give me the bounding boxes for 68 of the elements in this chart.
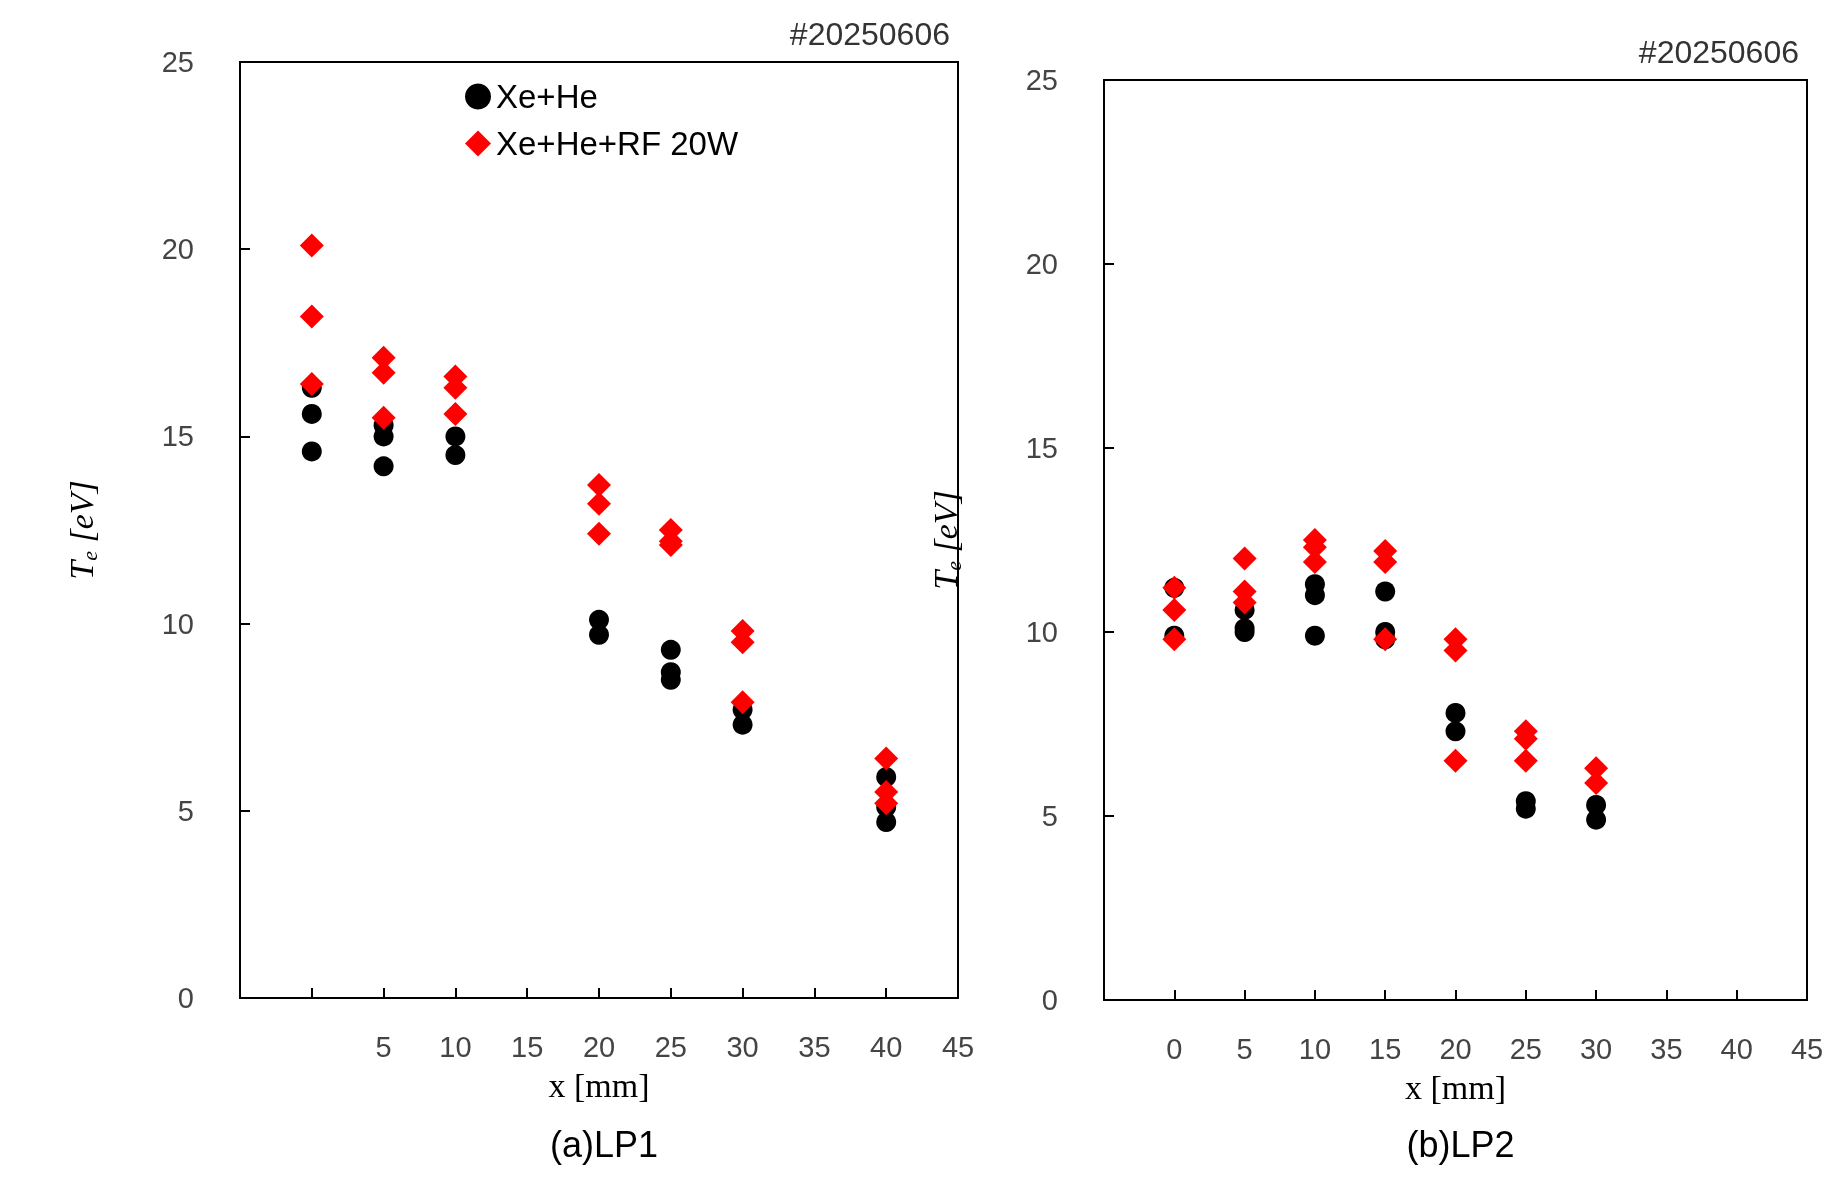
y-axis-title: Te [eV]	[62, 480, 102, 580]
point	[1445, 702, 1466, 723]
x-tick-label: 40	[870, 1030, 903, 1063]
x-axis-title: x [mm]	[548, 1066, 650, 1104]
point	[1375, 581, 1396, 602]
point	[443, 401, 468, 426]
x-tick-label: 30	[1579, 1032, 1613, 1065]
legend-label: Xe+He	[496, 78, 598, 115]
y-tick-label: 0	[177, 982, 194, 1014]
y-tick-label: 10	[161, 607, 194, 640]
y-tick-label: 5	[177, 794, 194, 827]
x-tick-label: 0	[1166, 1032, 1183, 1065]
point	[1513, 748, 1538, 773]
y-tick-label: 10	[1025, 616, 1058, 648]
point	[589, 624, 609, 645]
point	[299, 304, 324, 329]
legend-label: Xe+He+RF 20W	[496, 125, 739, 162]
y-tick-label: 15	[161, 420, 194, 453]
text: (b)LP2	[1406, 1123, 1515, 1165]
point	[1304, 625, 1325, 646]
x-tick-label: 5	[375, 1030, 392, 1063]
y-tick-label: 25	[161, 46, 194, 78]
text: #20250606	[789, 16, 950, 52]
point	[1162, 597, 1187, 622]
point	[301, 403, 322, 424]
point	[1445, 721, 1466, 742]
point	[732, 714, 753, 735]
point	[1232, 546, 1257, 571]
point	[301, 441, 322, 462]
x-axis-title: x [mm]	[1404, 1068, 1507, 1106]
y-tick-label: 25	[1025, 64, 1058, 96]
point	[660, 639, 681, 660]
point	[371, 405, 396, 430]
y-tick-label: 5	[1041, 800, 1058, 832]
point	[730, 690, 755, 715]
point	[874, 746, 899, 771]
y-tick-label: 20	[161, 233, 194, 266]
x-tick-label: 15	[1369, 1032, 1402, 1065]
point	[445, 426, 466, 447]
x-tick-label: 45	[941, 1030, 975, 1063]
x-tick-label: 35	[1650, 1032, 1683, 1065]
y-tick-label: 15	[1025, 432, 1058, 464]
point	[1162, 627, 1187, 652]
x-tick-label: 5	[1236, 1032, 1253, 1065]
point	[373, 456, 394, 477]
point	[587, 491, 611, 516]
x-tick-label: 30	[726, 1030, 759, 1063]
point	[1443, 748, 1468, 773]
y-tick-label: 20	[1025, 248, 1058, 280]
text: (a)LP1	[549, 1123, 659, 1165]
x-tick-label: 25	[1509, 1032, 1542, 1065]
point	[299, 233, 324, 258]
x-tick-label: 35	[798, 1030, 831, 1063]
x-tick-label: 10	[1298, 1032, 1332, 1065]
x-tick-label: 15	[511, 1030, 544, 1063]
x-tick-label: 25	[654, 1030, 687, 1063]
x-tick-label: 45	[1790, 1032, 1824, 1065]
point	[1586, 809, 1607, 830]
x-tick-label: 10	[439, 1030, 472, 1063]
point	[299, 371, 324, 396]
point	[876, 812, 897, 833]
y-tick-label: 0	[1041, 984, 1058, 1016]
point	[587, 521, 611, 546]
x-tick-label: 40	[1720, 1032, 1753, 1065]
text: #20250606	[1638, 34, 1799, 70]
x-tick-label: 20	[582, 1030, 616, 1063]
x-tick-label: 20	[1439, 1032, 1472, 1065]
point	[445, 445, 466, 466]
